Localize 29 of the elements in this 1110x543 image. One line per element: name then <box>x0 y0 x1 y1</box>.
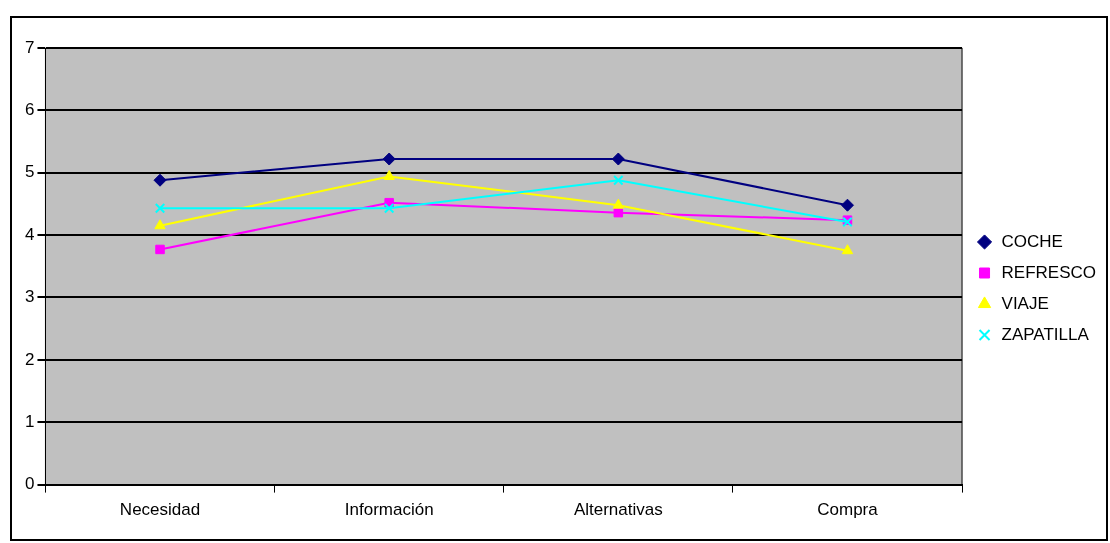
y-tick-label: 2 <box>24 349 35 369</box>
point <box>382 152 396 166</box>
y-tick-label: 1 <box>24 411 35 431</box>
point <box>383 169 395 180</box>
point <box>154 203 166 214</box>
point <box>613 174 624 186</box>
y-tick-label: 4 <box>24 224 35 244</box>
y-tick-label: 6 <box>24 100 35 120</box>
y-tick-label: 3 <box>24 287 35 307</box>
point <box>841 244 854 255</box>
legend-label: COCHE <box>1001 231 1063 251</box>
y-tick-label: 5 <box>24 162 35 182</box>
point <box>383 203 395 214</box>
x-tick-label: Compra <box>817 500 879 520</box>
point <box>153 173 167 187</box>
point <box>840 198 854 212</box>
legend-label: ZAPATILLA <box>1001 324 1090 344</box>
legend-label: VIAJE <box>1001 293 1049 313</box>
point <box>612 198 625 209</box>
legend-label: REFRESCO <box>1001 262 1097 282</box>
y-tick-label: 0 <box>24 474 35 494</box>
x-tick-label: Necesidad <box>119 500 201 520</box>
x-tick-label: Información <box>344 500 434 520</box>
point <box>155 244 165 255</box>
point <box>613 207 624 218</box>
point <box>154 219 166 230</box>
y-tick-label: 7 <box>24 37 35 57</box>
x-tick-label: Alternativas <box>573 500 663 520</box>
point <box>611 152 625 166</box>
